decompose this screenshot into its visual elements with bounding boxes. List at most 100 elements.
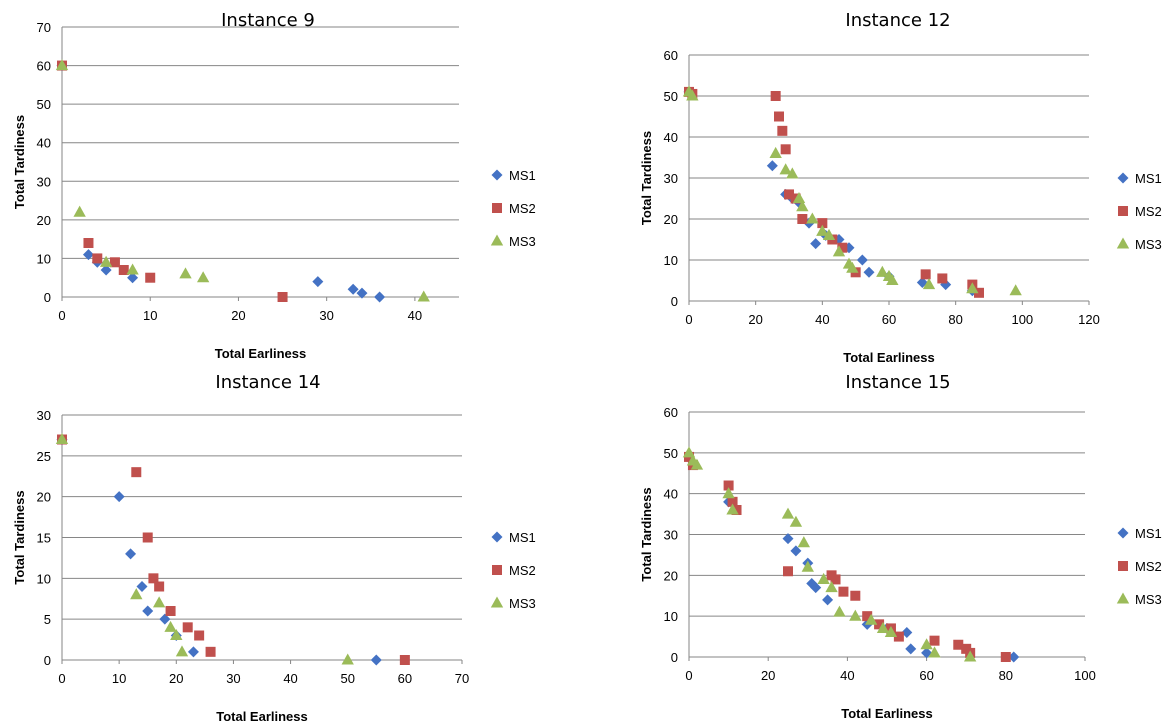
data-point-ms2: [131, 467, 142, 478]
chart-title: Instance 9: [221, 10, 315, 31]
x-tick-label: 120: [1078, 312, 1100, 327]
data-point-ms3: [130, 588, 143, 600]
data-point-ms3: [55, 433, 69, 445]
data-point-ms3: [822, 228, 836, 240]
data-point-ms2: [92, 253, 103, 264]
data-point-ms1: [1008, 651, 1020, 663]
y-tick-label: 25: [37, 449, 51, 464]
x-tick-label: 10: [143, 308, 157, 323]
data-point-ms3: [817, 572, 830, 584]
y-axis-title: Total Tardiness: [639, 487, 654, 581]
data-point-ms1: [790, 545, 802, 557]
y-tick-label: 50: [664, 446, 678, 461]
chart-3: Instance 14 0 5 10 15 20 25 30 0 10 20 30 40 50 60 70 To…: [12, 372, 536, 721]
data-point-ms2: [118, 265, 129, 275]
data-point-ms1: [127, 272, 139, 284]
data-point-ms3: [170, 629, 183, 641]
data-point-ms2: [862, 611, 873, 622]
data-point-ms1: [856, 254, 868, 266]
data-point-ms1: [921, 647, 933, 659]
y-tick-label: 60: [664, 405, 678, 420]
data-point-ms3: [779, 163, 792, 175]
legend-marker-ms3: [1116, 592, 1130, 604]
data-point-ms1: [782, 533, 794, 545]
data-point-ms2: [920, 269, 931, 280]
x-tick-label: 20: [231, 308, 245, 323]
data-point-ms3: [884, 626, 898, 638]
x-axis-title: Total Earliness: [216, 709, 308, 721]
data-point-ms3: [341, 653, 354, 665]
data-point-ms2: [1000, 652, 1011, 662]
y-tick-label: 15: [37, 531, 51, 546]
data-point-ms1: [159, 613, 171, 625]
legend-label: MS1: [1135, 171, 1162, 186]
x-tick-label: 40: [815, 312, 829, 327]
data-point-ms2: [142, 532, 153, 543]
x-tick-label: 80: [999, 668, 1013, 683]
data-point-ms3: [164, 620, 177, 632]
data-point-ms2: [838, 586, 849, 597]
legend-marker-ms3: [490, 596, 504, 608]
y-tick-label: 30: [37, 408, 51, 423]
y-tick-label: 70: [37, 20, 51, 35]
data-point-ms2: [277, 292, 288, 302]
x-tick-label: 40: [840, 668, 854, 683]
data-point-ms2: [929, 635, 940, 646]
legend-label: MS1: [509, 530, 536, 545]
data-point-ms3: [816, 224, 829, 236]
data-point-ms3: [786, 167, 799, 179]
x-tick-label: 30: [319, 308, 333, 323]
y-tick-label: 10: [664, 609, 678, 624]
data-point-ms3: [73, 205, 86, 217]
data-point-ms3: [196, 271, 210, 283]
data-point-ms3: [928, 646, 941, 658]
data-point-ms3: [722, 487, 735, 499]
y-tick-label: 40: [664, 487, 678, 502]
legend-marker-ms3: [1116, 237, 1130, 249]
x-tick-label: 20: [761, 668, 775, 683]
legend-marker-ms1: [491, 169, 503, 181]
y-tick-label: 20: [37, 490, 51, 505]
data-point-ms2: [727, 496, 738, 507]
data-point-ms1: [863, 266, 875, 278]
x-tick-label: 60: [398, 671, 412, 686]
x-tick-label: 0: [685, 312, 692, 327]
data-point-ms1: [142, 605, 154, 617]
data-point-ms1: [822, 594, 834, 606]
data-point-ms2: [777, 125, 788, 136]
data-point-ms1: [312, 276, 324, 288]
data-point-ms1: [810, 238, 822, 250]
data-point-ms3: [806, 212, 819, 224]
x-tick-label: 100: [1074, 668, 1096, 683]
x-tick-label: 0: [58, 671, 65, 686]
data-point-ms2: [205, 646, 216, 657]
x-tick-label: 50: [340, 671, 354, 686]
y-tick-label: 30: [37, 174, 51, 189]
data-point-ms2: [974, 287, 984, 298]
data-point-ms2: [783, 566, 793, 577]
data-point-ms3: [682, 446, 696, 458]
x-axis-title: Total Earliness: [215, 346, 307, 361]
y-tick-label: 50: [664, 89, 678, 104]
chart-title: Instance 12: [845, 10, 950, 31]
legend-label: MS3: [509, 234, 536, 249]
chart-2: Instance 12 0 10 20 30 40 50 60 0 20 40 60 80 100 120 T…: [639, 10, 1162, 365]
y-tick-label: 60: [37, 59, 51, 74]
x-tick-label: 0: [58, 308, 65, 323]
data-point-ms2: [953, 639, 964, 650]
y-tick-label: 30: [664, 171, 678, 186]
legend-label: MS2: [1135, 559, 1162, 574]
legend-label: MS3: [1135, 237, 1162, 252]
data-point-ms3: [796, 200, 809, 212]
y-tick-label: 30: [664, 528, 678, 543]
x-tick-label: 40: [283, 671, 297, 686]
data-point-ms2: [770, 91, 781, 101]
data-point-ms2: [194, 630, 205, 641]
data-point-ms1: [905, 643, 917, 655]
data-point-ms2: [784, 189, 794, 200]
legend-label: MS1: [509, 168, 536, 183]
data-point-ms3: [781, 507, 795, 519]
x-axis-title: Total Earliness: [841, 706, 933, 721]
y-tick-label: 20: [664, 212, 678, 227]
